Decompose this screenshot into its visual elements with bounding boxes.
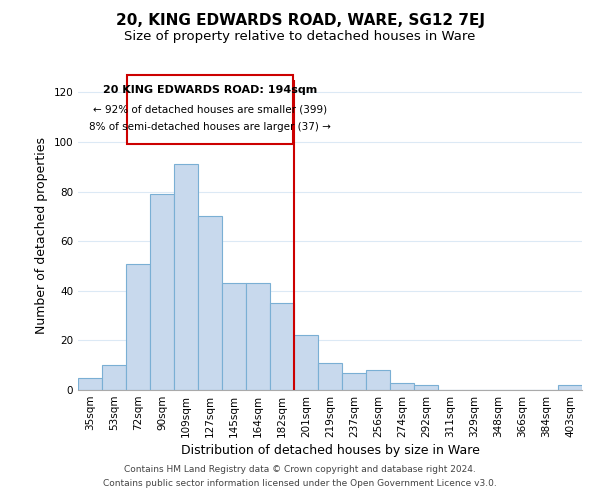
Text: Size of property relative to detached houses in Ware: Size of property relative to detached ho… [124,30,476,43]
FancyBboxPatch shape [127,75,293,144]
Bar [222,284,246,390]
Bar [174,164,198,390]
Bar [246,284,270,390]
Bar [78,378,102,390]
Bar [198,216,222,390]
Bar [342,372,366,390]
Bar [558,385,582,390]
Text: 20 KING EDWARDS ROAD: 194sqm: 20 KING EDWARDS ROAD: 194sqm [103,85,317,95]
Bar [318,362,342,390]
Bar [270,303,294,390]
X-axis label: Distribution of detached houses by size in Ware: Distribution of detached houses by size … [181,444,479,457]
Bar [366,370,390,390]
Bar [102,365,126,390]
Bar [150,194,174,390]
Bar [414,385,438,390]
Text: ← 92% of detached houses are smaller (399): ← 92% of detached houses are smaller (39… [93,105,327,115]
Y-axis label: Number of detached properties: Number of detached properties [35,136,48,334]
Bar [126,264,150,390]
Text: 20, KING EDWARDS ROAD, WARE, SG12 7EJ: 20, KING EDWARDS ROAD, WARE, SG12 7EJ [115,12,485,28]
Bar [390,382,414,390]
Text: Contains HM Land Registry data © Crown copyright and database right 2024.
Contai: Contains HM Land Registry data © Crown c… [103,466,497,487]
Bar [294,336,318,390]
Text: 8% of semi-detached houses are larger (37) →: 8% of semi-detached houses are larger (3… [89,122,331,132]
